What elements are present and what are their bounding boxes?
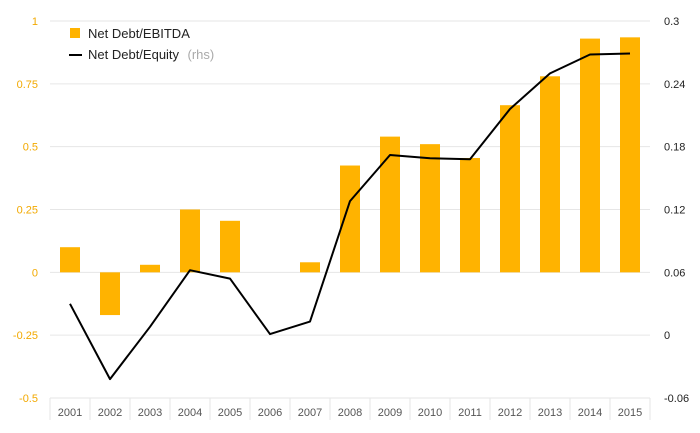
bar-net-debt-ebitda bbox=[100, 272, 120, 316]
x-tick-label: 2013 bbox=[538, 407, 562, 419]
bar-net-debt-ebitda bbox=[540, 76, 560, 273]
x-tick-label: 2006 bbox=[258, 407, 282, 419]
x-tick-label: 2011 bbox=[458, 407, 482, 419]
bar-net-debt-ebitda bbox=[420, 144, 440, 273]
bar-net-debt-ebitda bbox=[340, 165, 360, 273]
bar-net-debt-ebitda bbox=[140, 264, 160, 273]
bar-net-debt-ebitda bbox=[180, 209, 200, 273]
x-tick-label: 2007 bbox=[298, 407, 322, 419]
y-right-tick-label: 0 bbox=[664, 330, 670, 342]
legend: Net Debt/EBITDA Net Debt/Equity (rhs) bbox=[69, 26, 214, 63]
line-series-layer bbox=[69, 52, 631, 381]
bar-net-debt-ebitda bbox=[60, 247, 80, 273]
y-right-tick-label: 0.24 bbox=[664, 79, 685, 91]
legend-label-net-debt-equity: Net Debt/Equity (rhs) bbox=[88, 46, 214, 63]
x-tick-label: 2009 bbox=[378, 407, 402, 419]
bar-series-layer bbox=[60, 37, 640, 316]
legend-label-rhs-note: (rhs) bbox=[188, 47, 215, 62]
bar-net-debt-ebitda bbox=[500, 105, 520, 273]
x-tick-label: 2014 bbox=[578, 407, 602, 419]
legend-label-net-debt-ebitda: Net Debt/EBITDA bbox=[88, 26, 190, 41]
y-left-tick-label: 1 bbox=[32, 16, 38, 28]
y-left-tick-label: 0 bbox=[32, 267, 38, 279]
x-tick-label: 2003 bbox=[138, 407, 162, 419]
y-right-tick-label: 0.3 bbox=[664, 16, 679, 28]
legend-label-net-debt-equity-name: Net Debt/Equity bbox=[88, 47, 180, 62]
y-right-tick-label: -0.06 bbox=[664, 393, 689, 405]
x-tick-label: 2010 bbox=[418, 407, 442, 419]
x-tick-label: 2004 bbox=[178, 407, 202, 419]
bar-net-debt-ebitda bbox=[620, 37, 640, 273]
y-right-tick-label: 0.12 bbox=[664, 205, 685, 217]
y-left-tick-label: 0.5 bbox=[23, 142, 38, 154]
bar-net-debt-ebitda bbox=[380, 136, 400, 273]
x-tick-label: 2008 bbox=[338, 407, 362, 419]
axis-layer: -0.5 -0.25 0 0.25 0.5 0.75 1 -0.06 0 0.06 0.12 0.18… bbox=[13, 16, 689, 419]
y-left-tick-label: 0.25 bbox=[17, 205, 38, 217]
x-tick-label: 2001 bbox=[58, 407, 82, 419]
y-right-tick-label: 0.06 bbox=[664, 267, 685, 279]
x-tick-label: 2012 bbox=[498, 407, 522, 419]
x-tick-label: 2002 bbox=[98, 407, 122, 419]
line-net-debt-equity bbox=[69, 52, 631, 381]
y-left-tick-label: -0.25 bbox=[13, 330, 38, 342]
x-tick-label: 2015 bbox=[618, 407, 642, 419]
bar-net-debt-ebitda bbox=[300, 262, 320, 273]
y-left-tick-label: 0.75 bbox=[17, 79, 38, 91]
bar-net-debt-ebitda bbox=[580, 38, 600, 273]
y-left-tick-label: -0.5 bbox=[19, 393, 38, 405]
bar-net-debt-ebitda bbox=[460, 157, 480, 273]
y-right-tick-label: 0.18 bbox=[664, 142, 685, 154]
bar-net-debt-ebitda bbox=[220, 220, 240, 273]
legend-swatch-net-debt-ebitda bbox=[70, 28, 80, 38]
x-tick-label: 2005 bbox=[218, 407, 242, 419]
